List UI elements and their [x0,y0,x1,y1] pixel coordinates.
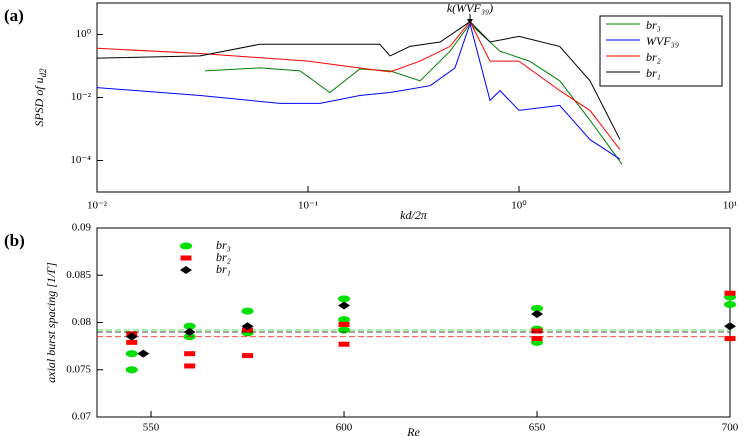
y-tick-label: 0.09 [72,222,92,234]
y-tick-label: 10⁻² [71,91,92,103]
point [724,322,736,331]
y-tick-label: 0.085 [66,269,91,281]
point [184,351,196,357]
y-axis-label-sub: d2 [38,68,48,78]
point [338,316,351,324]
point [183,327,196,336]
y-tick-label: 10⁰ [76,28,92,40]
point [241,307,254,315]
x-tick-label: 10⁰ [511,200,527,212]
legend-marker [180,242,192,250]
line-series [96,21,621,140]
line-series [204,22,623,165]
point [724,301,736,309]
point [338,321,350,327]
x-axis-label: Re [406,425,420,436]
point [242,353,254,359]
point [125,366,138,374]
point [338,326,351,334]
legend-label: br₂ [646,50,661,64]
point [338,301,351,310]
x-axis-label: kd/2π [400,208,428,222]
legend-box [599,15,723,87]
y-axis-label-main: axial burst spacing [1/Γ] [44,262,58,383]
point [531,309,544,318]
y-axis-label-main: SPSD of u [32,77,46,126]
x-tick-label: 600 [336,422,353,434]
point [183,322,196,330]
legend-label: br₁ [216,262,231,276]
y-tick-label: 0.07 [72,411,92,423]
line-series [96,21,621,160]
legend-label: br₁ [646,66,661,80]
y-axis-label: SPSD of ud2 [32,68,48,127]
legend-label: br₃ [216,238,231,252]
panel-label: (a) [4,6,24,25]
y-tick-label: 10⁻⁴ [70,154,91,166]
point [125,350,138,358]
point [137,349,150,358]
x-tick-label: 550 [143,422,160,434]
point [724,336,736,342]
x-tick-label: 10¹ [723,200,737,212]
point [724,290,736,296]
line-series [96,20,621,151]
point [338,295,351,303]
point [531,336,543,342]
point [338,341,350,347]
point [125,332,138,341]
annotation: k(WVF₃₉) [447,1,493,15]
y-tick-label: 0.075 [66,363,91,375]
legend-marker [180,255,192,261]
legend-label: WVF₃₉ [646,34,679,48]
point [531,328,543,334]
x-tick-label: 10⁻² [87,200,108,212]
point [531,304,544,312]
y-tick-label: 0.08 [72,316,92,328]
point [241,322,254,331]
x-tick-label: 650 [529,422,546,434]
point [184,363,196,369]
x-tick-label: 10⁻¹ [298,200,318,212]
panel-label: (b) [4,231,25,250]
legend-label: br₃ [646,18,661,32]
legend-label: br₂ [216,250,231,264]
x-tick-label: 700 [722,422,739,434]
legend-marker [180,266,192,274]
y-axis-label: axial burst spacing [1/Γ] [44,262,58,383]
point [126,339,138,345]
